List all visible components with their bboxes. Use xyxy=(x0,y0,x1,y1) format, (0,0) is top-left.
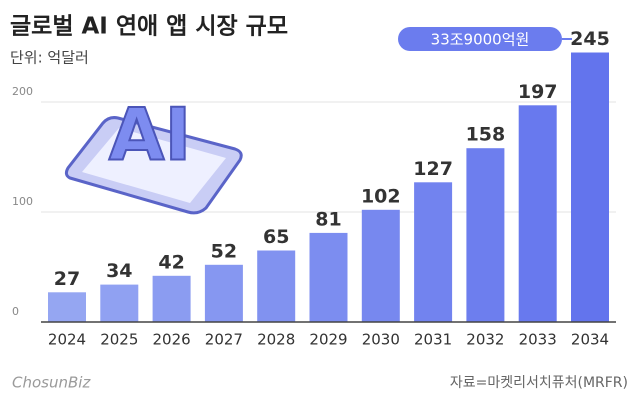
chart-title: 글로벌 AI 연애 앱 시장 규모 xyxy=(10,14,288,40)
value-label: 34 xyxy=(106,260,132,282)
value-label: 27 xyxy=(54,268,80,290)
value-label: 245 xyxy=(570,28,610,50)
y-tick-label: 100 xyxy=(12,195,33,208)
value-label: 197 xyxy=(518,81,558,103)
phone-illustration: AI xyxy=(64,92,243,215)
value-label: 127 xyxy=(413,158,453,180)
value-label: 81 xyxy=(315,208,341,230)
x-tick-label: 2024 xyxy=(48,331,86,349)
bar xyxy=(48,292,86,322)
x-tick-label: 2029 xyxy=(309,331,347,349)
annotation: 33조9000억원 xyxy=(431,31,530,49)
annotation-pill xyxy=(398,27,562,51)
phone-screen xyxy=(82,128,226,203)
bar xyxy=(414,182,453,322)
bar xyxy=(466,148,505,322)
value-label: 65 xyxy=(263,226,289,248)
chart-subtitle: 단위: 억달러 xyxy=(10,49,89,67)
value-label: 52 xyxy=(211,240,237,262)
illustration-text: AI xyxy=(109,93,192,177)
x-tick-label: 2032 xyxy=(466,331,504,349)
bar xyxy=(361,209,400,322)
x-tick-label: 2028 xyxy=(257,331,295,349)
x-tick-label: 2025 xyxy=(100,331,138,349)
x-tick-label: 2026 xyxy=(153,331,191,349)
bar xyxy=(257,250,296,322)
logo: ChosunBiz xyxy=(12,374,91,392)
x-tick-label: 2030 xyxy=(362,331,400,349)
bar xyxy=(152,275,191,322)
value-label: 158 xyxy=(466,124,506,146)
bar xyxy=(518,105,557,322)
x-tick-label: 2031 xyxy=(414,331,452,349)
bar xyxy=(100,284,139,322)
bar xyxy=(571,52,609,322)
value-label: 102 xyxy=(361,185,401,207)
x-tick-label: 2033 xyxy=(519,331,557,349)
y-tick-label: 200 xyxy=(12,85,33,98)
y-tick-label: 0 xyxy=(12,305,19,318)
x-tick-label: 2034 xyxy=(571,331,609,349)
bar xyxy=(204,264,243,322)
bar xyxy=(309,232,348,322)
source: 자료=마켓리서치퓨처(MRFR) xyxy=(450,375,628,391)
value-label: 42 xyxy=(158,251,184,273)
x-tick-label: 2027 xyxy=(205,331,243,349)
